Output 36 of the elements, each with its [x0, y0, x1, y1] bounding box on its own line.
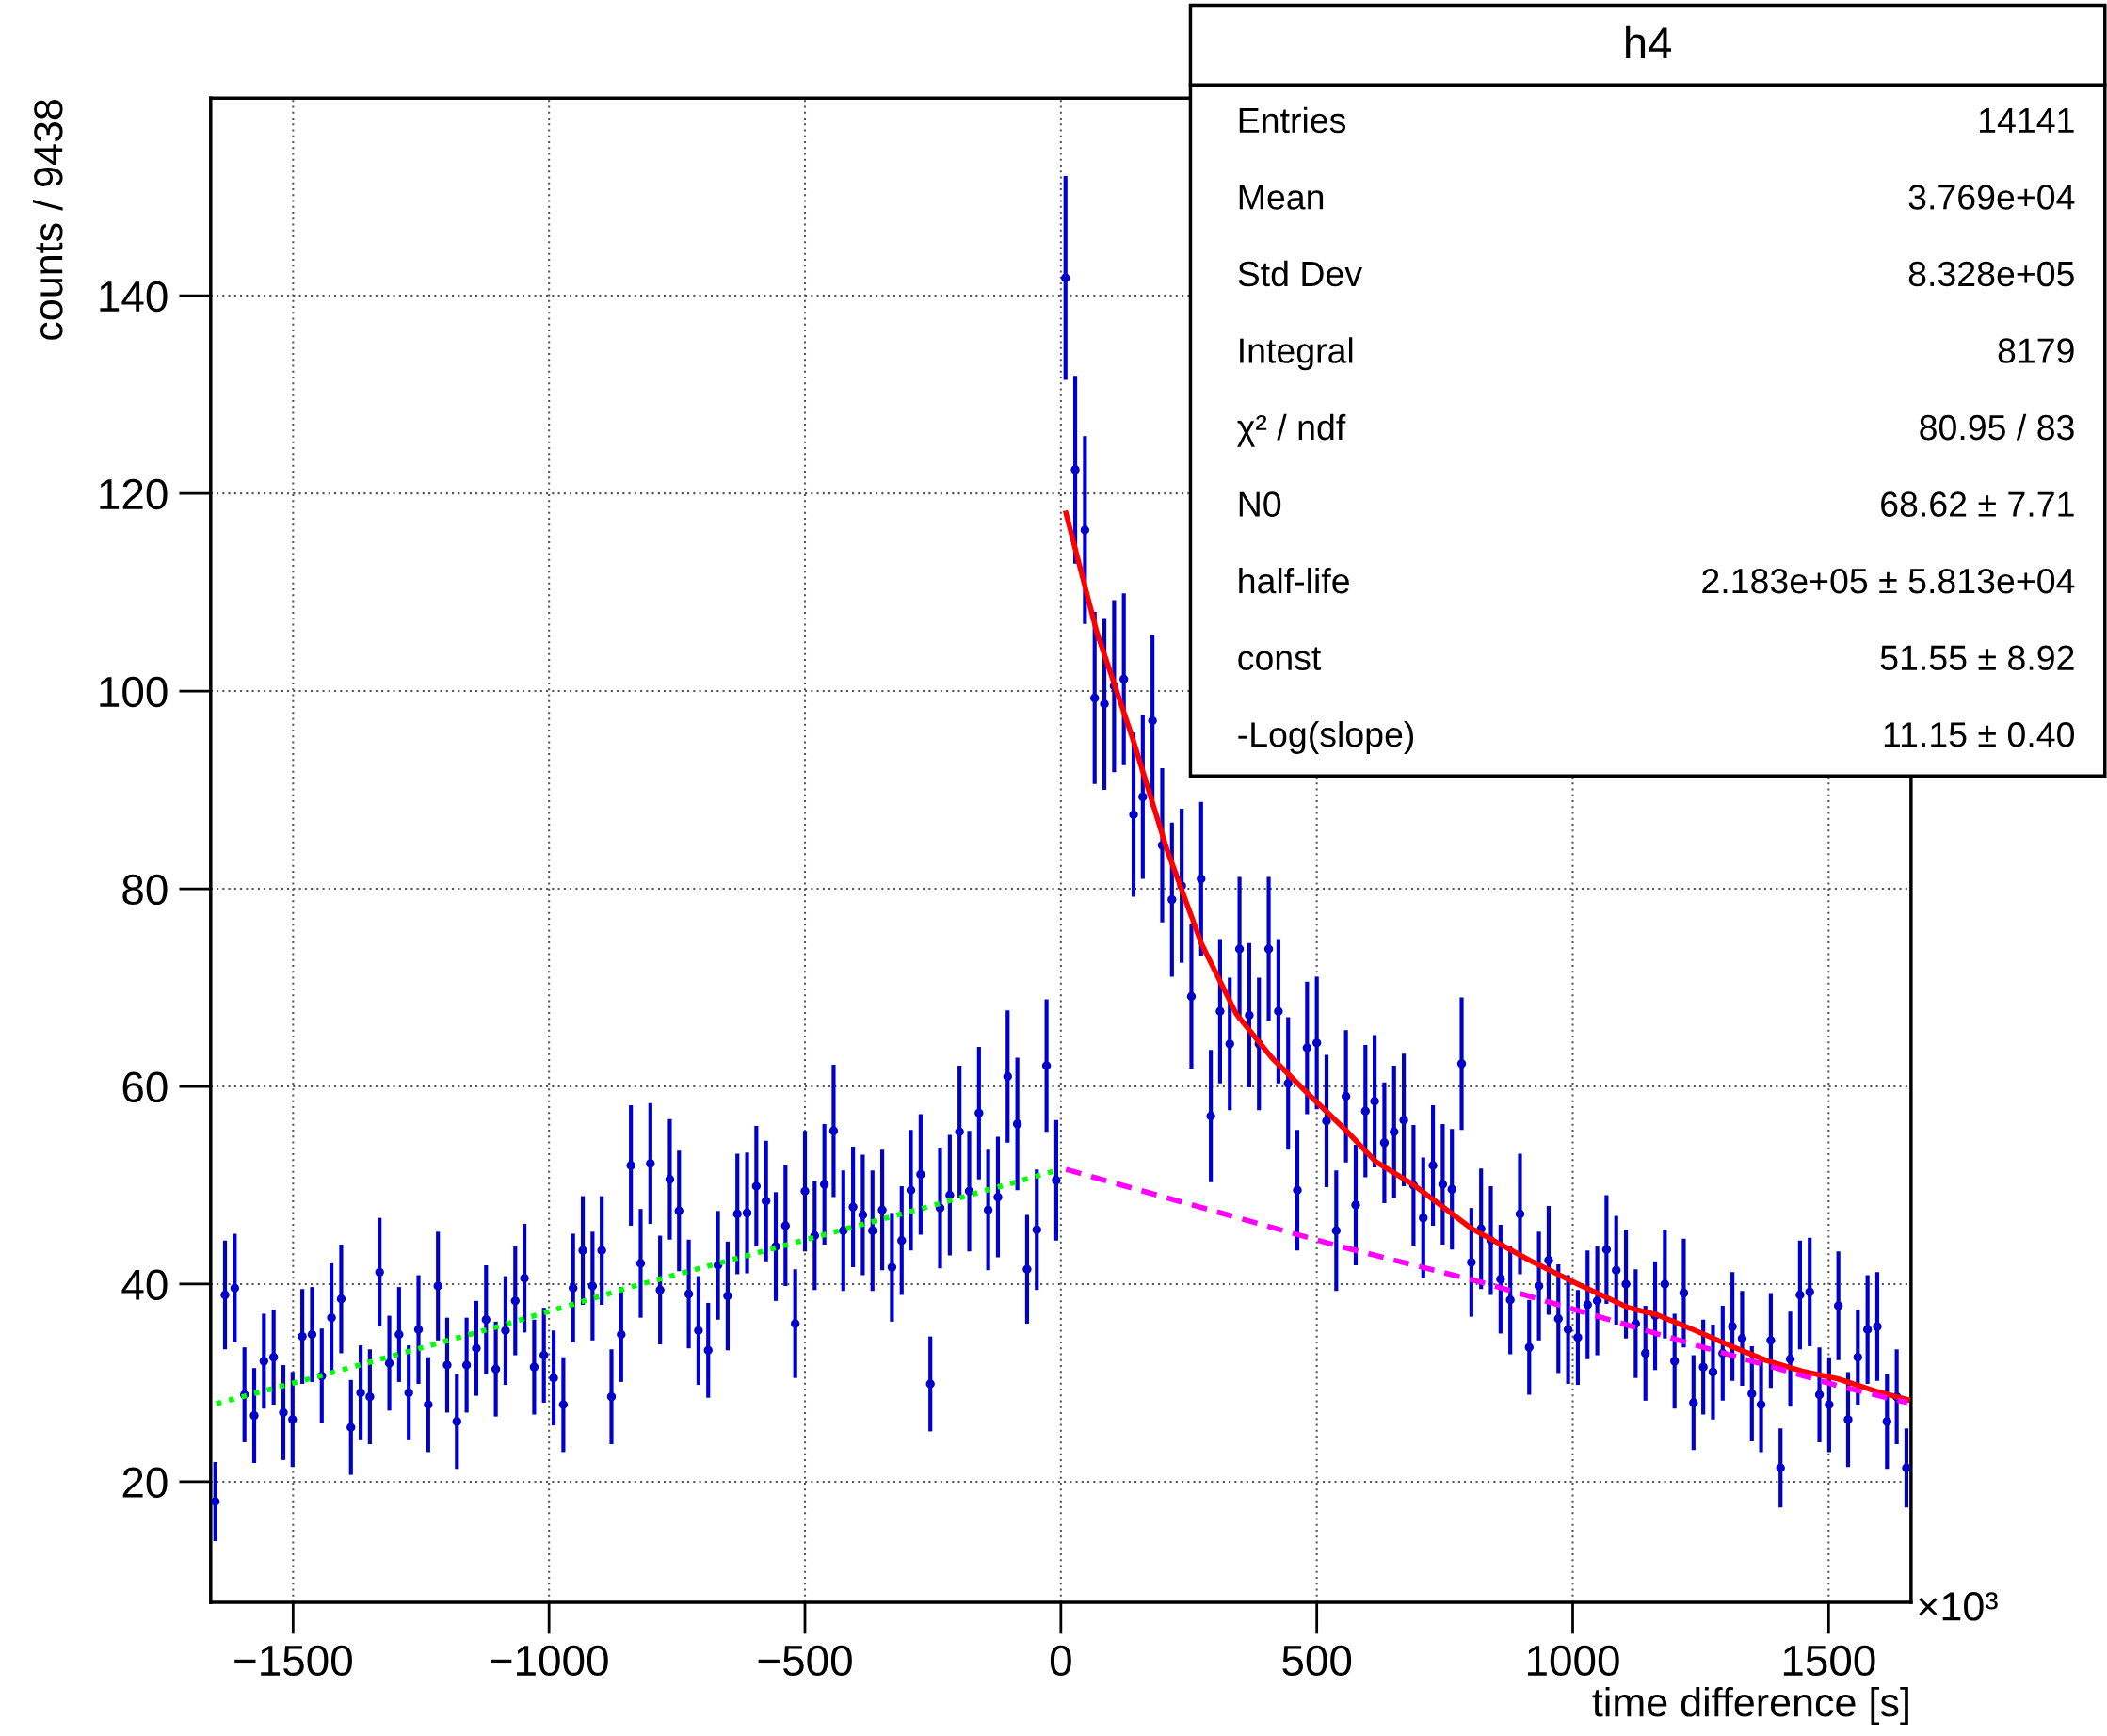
x-tick-label: 0 — [1050, 1645, 1071, 1677]
x-tick-label: 1500 — [1783, 1645, 1875, 1677]
y-tick-label: 80 — [122, 874, 168, 906]
text: 80.95 / 83 — [1920, 413, 2074, 441]
annotation: const — [1238, 647, 1322, 671]
x-tick-label: −500 — [758, 1645, 852, 1677]
annotation: 51.55 ± 8.92 — [1880, 645, 2074, 671]
annotation: 3.769e+04 — [1908, 185, 2075, 210]
y-tick-label: 60 — [122, 1071, 168, 1103]
annotation: 8.328e+05 — [1908, 261, 2074, 287]
x-axis-title: time difference [s] — [1592, 1686, 1908, 1726]
annotation: Mean — [1239, 185, 1324, 210]
annotation: half-life — [1239, 567, 1349, 594]
text: ×10³ — [1919, 1592, 1998, 1621]
y-tick-label: 20 — [122, 1467, 168, 1498]
annotation: Integral — [1240, 337, 1353, 371]
y-tick-label: 100 — [100, 676, 168, 708]
x-tick-label: −1000 — [491, 1645, 608, 1677]
annotation: N0 — [1239, 491, 1281, 517]
annotation: 11.15 ± 0.40 — [1884, 722, 2074, 747]
annotation: Std Dev — [1238, 260, 1362, 287]
y-axis-title: counts / 9438 — [32, 100, 63, 340]
y-tick-label: 120 — [100, 478, 168, 510]
y-tick-label: 140 — [100, 281, 168, 313]
annotation: 2.183e+05 ± 5.813e+04 — [1702, 568, 2075, 594]
x-tick-label: 1000 — [1528, 1645, 1619, 1677]
x-tick-label: 500 — [1282, 1645, 1352, 1677]
annotation: χ² / ndf — [1237, 413, 1346, 447]
annotation: -Log(slope) — [1238, 721, 1414, 754]
text: 14141 — [1980, 108, 2074, 133]
y-tick-label: 40 — [121, 1269, 168, 1301]
text: 8179 — [1998, 338, 2074, 363]
x-tick-label: −1500 — [234, 1645, 352, 1677]
annotation: 68.62 ± 7.71 — [1881, 491, 2074, 517]
annotation: Entries — [1239, 106, 1346, 134]
text: h4 — [1626, 25, 1671, 58]
